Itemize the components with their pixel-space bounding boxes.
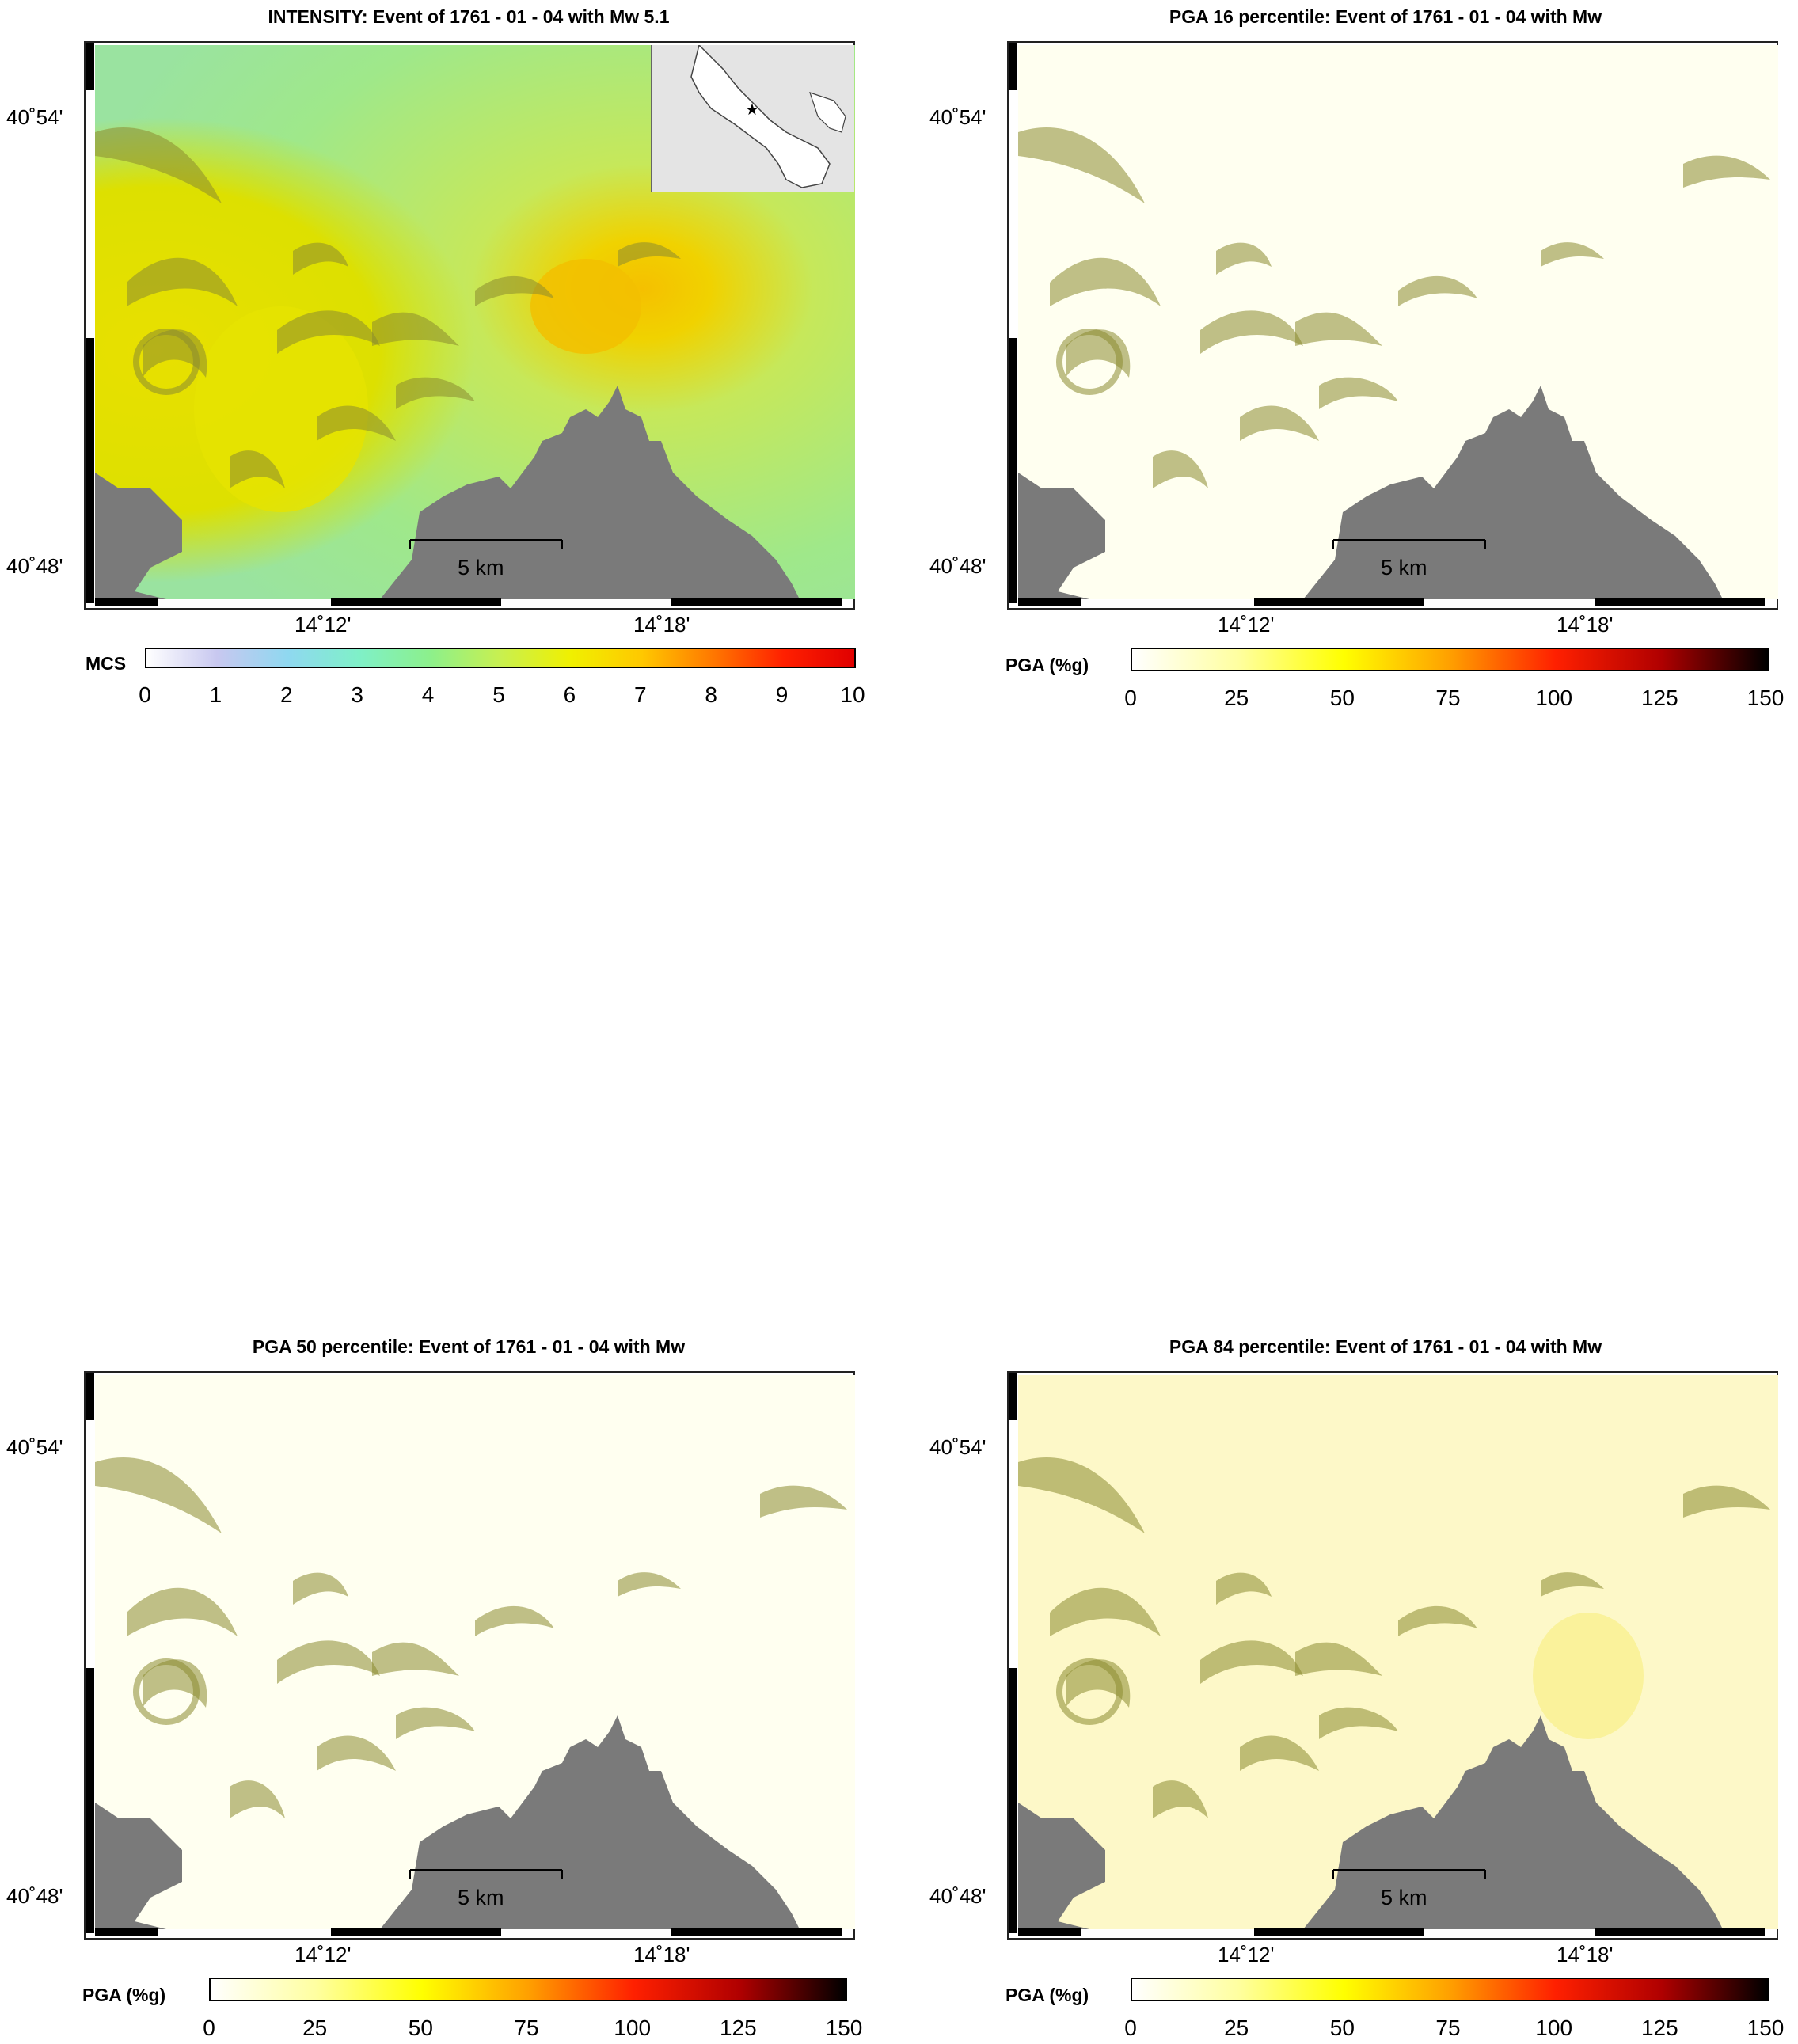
colorbar-label: PGA (%g) xyxy=(1005,655,1089,675)
lon-tick-label: 14˚12' xyxy=(295,613,352,636)
colorbar-tick-label: 25 xyxy=(302,2016,328,2040)
scale-bar-label: 5 km xyxy=(1381,556,1427,579)
colorbar-tick-label: 7 xyxy=(634,682,647,707)
lon-tick-label: 14˚18' xyxy=(633,1943,690,1966)
colorbar-tick-label: 0 xyxy=(139,682,151,707)
panel-title: PGA 84 percentile: Event of 1761 - 01 - … xyxy=(1169,1336,1602,1357)
lon-tick-label: 14˚18' xyxy=(1557,613,1614,636)
frame-tick-segment xyxy=(1018,598,1081,606)
colorbar-tick-label: 100 xyxy=(1535,686,1573,710)
frame-tick-segment xyxy=(671,598,842,606)
colorbar-tick-label: 75 xyxy=(1435,2016,1461,2040)
colorbar-tick-label: 2 xyxy=(280,682,293,707)
pga-colorbar xyxy=(1131,648,1769,671)
pga84-map[interactable]: 5 km xyxy=(1018,1375,1778,1929)
colorbar-tick-label: 100 xyxy=(614,2016,652,2040)
epicenter-star-icon: ★ xyxy=(745,101,759,119)
location-inset-map: ★ xyxy=(651,44,854,192)
lat-tick-label: 40˚48' xyxy=(6,554,63,578)
frame-tick-segment xyxy=(1595,1928,1765,1936)
panel-title: PGA 50 percentile: Event of 1761 - 01 - … xyxy=(252,1336,686,1357)
frame-tick-segment xyxy=(331,1928,501,1936)
panel-title: PGA 16 percentile: Event of 1761 - 01 - … xyxy=(1169,6,1602,27)
colorbar-tick-label: 125 xyxy=(1640,686,1678,710)
colorbar-tick-label: 150 xyxy=(1747,2016,1785,2040)
colorbar-tick-label: 5 xyxy=(492,682,505,707)
scale-bar xyxy=(1332,539,1486,549)
frame-tick-segment xyxy=(86,1373,94,1420)
pga50-map[interactable]: 5 km xyxy=(95,1375,855,1929)
scale-bar xyxy=(409,1869,563,1879)
lon-tick-label: 14˚18' xyxy=(633,613,690,636)
lon-tick-label: 14˚12' xyxy=(1218,1943,1275,1966)
frame-tick-segment xyxy=(1009,338,1017,603)
italy-coastline-icon: ★ xyxy=(690,44,846,188)
lon-tick-label: 14˚18' xyxy=(1557,1943,1614,1966)
colorbar-tick-label: 100 xyxy=(1535,2016,1573,2040)
colorbar-tick-label: 25 xyxy=(1224,686,1249,710)
frame-tick-segment xyxy=(1009,1373,1017,1420)
colorbar-tick-label: 1 xyxy=(209,682,222,707)
frame-tick-segment xyxy=(86,43,94,90)
lat-tick-label: 40˚54' xyxy=(929,1435,986,1459)
pga-colorbar xyxy=(1131,1978,1769,2001)
lat-tick-label: 40˚54' xyxy=(929,105,986,129)
lat-tick-label: 40˚48' xyxy=(929,554,986,578)
colorbar-tick-label: 0 xyxy=(1124,686,1137,710)
colorbar-tick-label: 150 xyxy=(1747,686,1785,710)
colorbar-tick-label: 125 xyxy=(1640,2016,1678,2040)
colorbar-tick-label: 75 xyxy=(514,2016,539,2040)
colorbar-tick-label: 75 xyxy=(1435,686,1461,710)
colorbar-tick-label: 50 xyxy=(1329,686,1355,710)
colorbar-tick-label: 3 xyxy=(351,682,363,707)
frame-tick-segment xyxy=(671,1928,842,1936)
colorbar-tick-label: 0 xyxy=(203,2016,215,2040)
scale-bar-label: 5 km xyxy=(458,556,504,579)
scale-bar xyxy=(1332,1869,1486,1879)
colorbar-tick-label: 25 xyxy=(1224,2016,1249,2040)
colorbar-tick-label: 0 xyxy=(1124,2016,1137,2040)
colorbar-tick-label: 4 xyxy=(421,682,435,707)
scale-bar-label: 5 km xyxy=(1381,1886,1427,1909)
colorbar-tick-label: 150 xyxy=(825,2016,863,2040)
frame-tick-segment xyxy=(86,338,94,603)
frame-tick-segment xyxy=(95,1928,158,1936)
pga-colorbar xyxy=(209,1978,847,2001)
lat-tick-label: 40˚48' xyxy=(6,1884,63,1908)
lon-tick-label: 14˚12' xyxy=(1218,613,1275,636)
lon-tick-label: 14˚12' xyxy=(295,1943,352,1966)
scale-bar-label: 5 km xyxy=(458,1886,504,1909)
lat-tick-label: 40˚54' xyxy=(6,1435,63,1459)
frame-tick-segment xyxy=(1009,1668,1017,1933)
frame-tick-segment xyxy=(1018,1928,1081,1936)
frame-tick-segment xyxy=(86,1668,94,1933)
colorbar-label: PGA (%g) xyxy=(82,1985,166,2005)
colorbar-tick-label: 9 xyxy=(775,682,789,707)
colorbar-tick-label: 10 xyxy=(840,682,865,707)
colorbar-label: PGA (%g) xyxy=(1005,1985,1089,2005)
panel-title: INTENSITY: Event of 1761 - 01 - 04 with … xyxy=(268,6,670,27)
lat-tick-label: 40˚48' xyxy=(929,1884,986,1908)
frame-tick-segment xyxy=(1009,43,1017,90)
colorbar-tick-label: 125 xyxy=(719,2016,757,2040)
frame-tick-segment xyxy=(95,598,158,606)
intensity-colorbar xyxy=(145,648,856,668)
frame-tick-segment xyxy=(1254,1928,1424,1936)
lat-tick-label: 40˚54' xyxy=(6,105,63,129)
frame-tick-segment xyxy=(331,598,501,606)
pga16-map[interactable]: 5 km xyxy=(1018,45,1778,599)
colorbar-tick-label: 50 xyxy=(408,2016,433,2040)
frame-tick-segment xyxy=(1595,598,1765,606)
colorbar-label: MCS xyxy=(86,653,127,674)
scale-bar xyxy=(409,539,563,549)
colorbar-tick-label: 8 xyxy=(705,682,717,707)
colorbar-tick-label: 6 xyxy=(563,682,576,707)
frame-tick-segment xyxy=(1254,598,1424,606)
colorbar-tick-label: 50 xyxy=(1329,2016,1355,2040)
